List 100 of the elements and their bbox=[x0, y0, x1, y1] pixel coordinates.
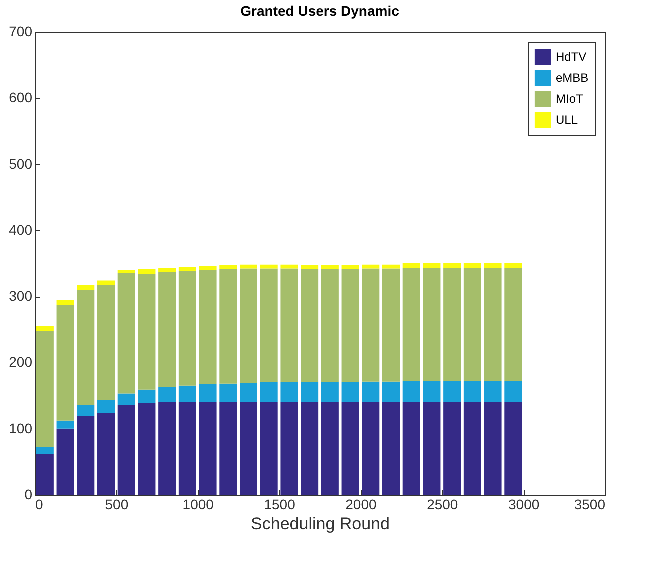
x-tick-label: 2500 bbox=[427, 496, 458, 512]
bar bbox=[423, 402, 441, 495]
legend-label: MIoT bbox=[556, 92, 584, 106]
x-tick-label: 3500 bbox=[574, 496, 606, 512]
bar bbox=[402, 264, 420, 268]
bar bbox=[464, 381, 482, 402]
bar bbox=[280, 382, 298, 402]
bar bbox=[118, 270, 136, 274]
bar bbox=[240, 402, 258, 495]
bar bbox=[444, 381, 462, 402]
bar bbox=[158, 387, 176, 402]
y-tick-label: 700 bbox=[9, 24, 33, 40]
bar bbox=[97, 280, 116, 286]
bar bbox=[504, 264, 522, 268]
bar bbox=[321, 382, 339, 402]
legend-label: ULL bbox=[556, 113, 578, 127]
y-tick-label: 500 bbox=[9, 156, 33, 172]
legend-label: HdTV bbox=[556, 50, 587, 64]
bar bbox=[97, 285, 116, 400]
bar bbox=[342, 265, 360, 270]
bar bbox=[77, 416, 95, 495]
bar bbox=[382, 264, 400, 269]
bar bbox=[240, 264, 258, 269]
bar bbox=[321, 269, 339, 383]
bar bbox=[484, 264, 502, 268]
bar bbox=[504, 268, 522, 382]
x-tick-label: 0 bbox=[36, 496, 44, 512]
bar bbox=[77, 285, 95, 290]
bar bbox=[158, 272, 176, 388]
bar bbox=[464, 402, 482, 495]
bar bbox=[301, 402, 319, 495]
bar bbox=[423, 381, 441, 402]
x-tick-label: 500 bbox=[105, 496, 129, 512]
bar bbox=[504, 381, 522, 402]
bar bbox=[342, 269, 360, 383]
bar bbox=[56, 420, 74, 429]
bar bbox=[362, 268, 380, 382]
bar bbox=[178, 402, 196, 495]
x-tick-label: 1500 bbox=[264, 496, 296, 512]
bar bbox=[280, 264, 298, 269]
bar bbox=[402, 381, 420, 402]
bar bbox=[484, 381, 502, 402]
bar bbox=[56, 428, 74, 495]
bar bbox=[464, 268, 482, 382]
bar bbox=[56, 305, 74, 421]
bar bbox=[36, 447, 54, 454]
bar bbox=[36, 326, 54, 331]
bar bbox=[77, 405, 95, 416]
bar bbox=[158, 268, 176, 272]
bar bbox=[444, 264, 462, 268]
chart-title: Granted Users Dynamic bbox=[240, 3, 400, 19]
bar bbox=[280, 402, 298, 495]
bar bbox=[199, 266, 217, 270]
bar bbox=[77, 290, 95, 406]
bar bbox=[260, 382, 278, 402]
bar bbox=[178, 386, 196, 402]
bar bbox=[382, 402, 400, 495]
bar bbox=[382, 268, 400, 382]
x-tick-label: 1000 bbox=[182, 496, 214, 512]
bar bbox=[220, 265, 238, 270]
bar bbox=[118, 405, 136, 495]
y-tick-label: 100 bbox=[9, 420, 33, 436]
bar bbox=[402, 268, 420, 382]
bar bbox=[36, 330, 54, 448]
bar bbox=[56, 300, 74, 306]
bar bbox=[220, 384, 238, 402]
bar bbox=[138, 403, 156, 495]
bar bbox=[199, 384, 217, 402]
x-axis-title: Scheduling Round bbox=[251, 514, 390, 534]
bar bbox=[178, 267, 196, 272]
bar bbox=[97, 400, 116, 413]
legend-label: eMBB bbox=[556, 71, 589, 85]
y-tick-label: 600 bbox=[9, 90, 33, 106]
bar bbox=[138, 274, 156, 390]
bar bbox=[280, 268, 298, 383]
bar bbox=[362, 264, 380, 269]
y-tick-label: 0 bbox=[24, 486, 33, 502]
bar bbox=[240, 383, 258, 402]
bar bbox=[321, 265, 339, 270]
bar bbox=[321, 402, 339, 495]
y-tick-label: 300 bbox=[9, 288, 33, 304]
bar bbox=[342, 402, 360, 495]
bar bbox=[158, 402, 176, 495]
bar bbox=[382, 382, 400, 402]
bar bbox=[362, 382, 380, 402]
bar bbox=[444, 268, 462, 382]
bar bbox=[342, 382, 360, 402]
bar bbox=[362, 402, 380, 495]
bar bbox=[301, 269, 319, 383]
bar bbox=[240, 268, 258, 384]
bar bbox=[220, 402, 238, 495]
bar bbox=[301, 265, 319, 270]
bar bbox=[423, 264, 441, 268]
x-tick-label: 2000 bbox=[346, 496, 377, 512]
bar bbox=[199, 402, 217, 495]
bar bbox=[97, 412, 116, 495]
bar bbox=[220, 269, 238, 384]
bar bbox=[118, 273, 136, 394]
bar bbox=[178, 271, 196, 386]
bar bbox=[504, 402, 522, 495]
